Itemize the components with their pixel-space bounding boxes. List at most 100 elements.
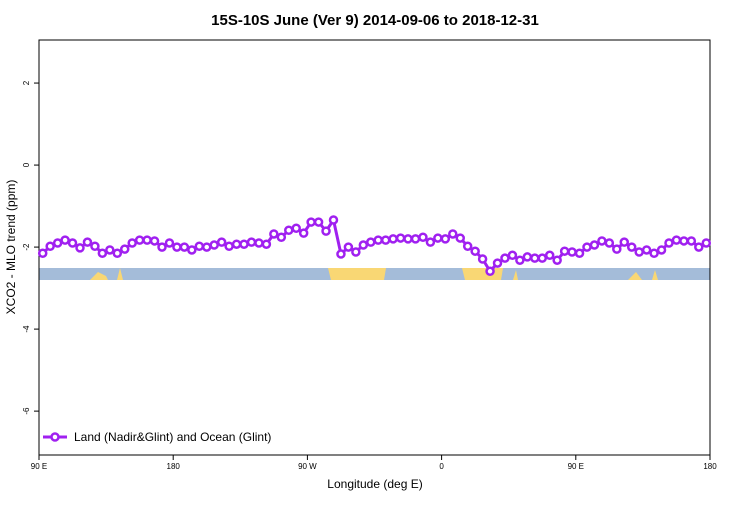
data-point bbox=[477, 254, 488, 264]
data-point bbox=[515, 255, 525, 265]
data-point bbox=[134, 235, 145, 245]
data-point bbox=[612, 244, 622, 254]
data-point bbox=[641, 245, 652, 255]
data-point bbox=[239, 239, 249, 249]
data-point bbox=[664, 238, 674, 248]
data-point bbox=[142, 235, 152, 245]
data-point bbox=[582, 242, 592, 252]
data-point bbox=[194, 241, 205, 252]
x-tick-label: 180 bbox=[703, 462, 717, 471]
data-point bbox=[373, 235, 383, 245]
y-axis-label: XCO2 - MLO trend (ppm) bbox=[4, 180, 18, 315]
data-point bbox=[52, 238, 63, 248]
data-point bbox=[216, 237, 227, 247]
data-point bbox=[686, 236, 697, 246]
data-point bbox=[440, 234, 451, 244]
data-point bbox=[157, 242, 167, 252]
data-point bbox=[328, 215, 339, 225]
data-point bbox=[649, 248, 659, 258]
data-point bbox=[321, 226, 331, 236]
data-point bbox=[209, 240, 219, 250]
data-point bbox=[589, 240, 600, 250]
chart-title: 15S-10S June (Ver 9) 2014-09-06 to 2018-… bbox=[211, 12, 539, 29]
data-point bbox=[619, 237, 630, 247]
data-point bbox=[530, 253, 540, 263]
data-point bbox=[82, 237, 93, 247]
legend-label: Land (Nadir&Glint) and Ocean (Glint) bbox=[74, 430, 271, 444]
data-point bbox=[395, 233, 406, 243]
x-tick-label: 90 E bbox=[31, 462, 47, 471]
x-tick-label: 90 W bbox=[298, 462, 317, 471]
data-point bbox=[485, 266, 495, 277]
data-point bbox=[567, 247, 577, 257]
data-point bbox=[231, 239, 242, 249]
data-point bbox=[380, 235, 391, 245]
y-tick-label: -4 bbox=[22, 325, 31, 333]
y-tick-label: -2 bbox=[22, 243, 31, 251]
data-point bbox=[604, 238, 615, 248]
x-axis-label: Longitude (deg E) bbox=[327, 477, 422, 491]
data-point bbox=[679, 236, 689, 246]
data-point bbox=[179, 242, 190, 252]
data-point bbox=[60, 235, 70, 245]
data-point bbox=[559, 246, 570, 256]
data-point bbox=[164, 238, 175, 248]
data-point bbox=[574, 248, 585, 258]
data-point bbox=[358, 240, 369, 250]
y-tick-label: 2 bbox=[22, 80, 31, 85]
data-point bbox=[351, 247, 361, 257]
data-point bbox=[492, 258, 503, 268]
data-point bbox=[597, 236, 607, 246]
data-point bbox=[366, 237, 376, 247]
data-point bbox=[522, 252, 533, 262]
data-point bbox=[202, 242, 212, 252]
data-point bbox=[656, 245, 667, 255]
data-point bbox=[224, 241, 234, 252]
data-point bbox=[537, 253, 547, 263]
data-point bbox=[187, 245, 197, 255]
data-point bbox=[119, 244, 130, 254]
x-tick-label: 0 bbox=[439, 462, 444, 471]
data-point bbox=[261, 239, 272, 249]
data-point bbox=[313, 217, 324, 227]
data-point bbox=[45, 241, 55, 252]
data-point bbox=[455, 233, 465, 243]
x-tick-label: 90 E bbox=[568, 462, 584, 471]
data-point bbox=[246, 237, 257, 247]
data-point bbox=[403, 234, 413, 244]
data-point bbox=[552, 255, 562, 265]
data-point bbox=[269, 229, 279, 239]
data-point bbox=[343, 242, 354, 252]
data-point bbox=[90, 241, 100, 252]
data-point bbox=[701, 238, 712, 248]
data-point bbox=[75, 243, 85, 253]
data-point bbox=[418, 232, 428, 242]
data-point bbox=[462, 241, 473, 252]
data-point bbox=[336, 249, 346, 259]
data-point bbox=[284, 225, 294, 236]
data-point bbox=[67, 238, 78, 248]
data-point bbox=[298, 228, 309, 238]
y-tick-label: 0 bbox=[22, 162, 31, 167]
data-point bbox=[507, 250, 518, 261]
legend-marker bbox=[50, 432, 60, 442]
data-point bbox=[433, 233, 443, 243]
data-point bbox=[448, 229, 458, 239]
data-point bbox=[626, 242, 637, 252]
data-point bbox=[544, 250, 555, 261]
data-point bbox=[500, 253, 510, 263]
data-point bbox=[425, 237, 436, 247]
data-point bbox=[97, 248, 108, 258]
data-point bbox=[291, 223, 301, 233]
data-point bbox=[470, 246, 480, 256]
data-point bbox=[671, 235, 682, 245]
data-point bbox=[694, 242, 704, 252]
data-point bbox=[105, 245, 115, 255]
data-point bbox=[634, 247, 644, 257]
data-point bbox=[276, 232, 287, 242]
data-point bbox=[37, 248, 48, 258]
data-point bbox=[149, 236, 160, 246]
x-tick-label: 180 bbox=[167, 462, 181, 471]
data-point bbox=[127, 238, 137, 248]
data-point bbox=[306, 217, 316, 227]
